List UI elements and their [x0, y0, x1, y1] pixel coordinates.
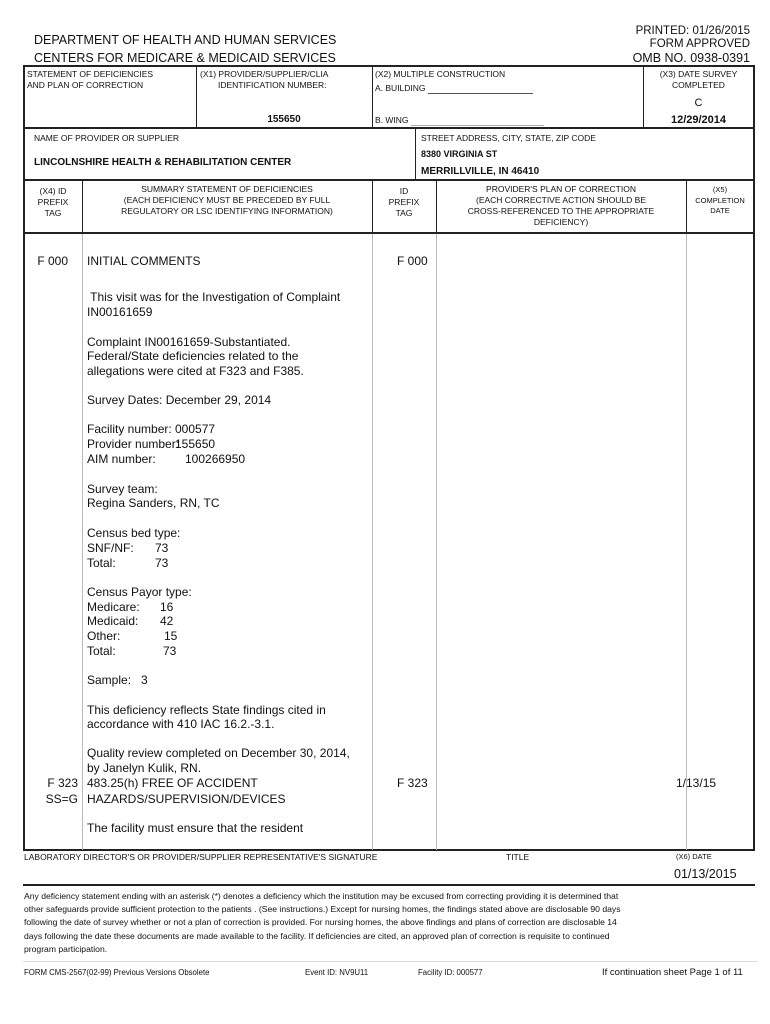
divider — [82, 234, 83, 850]
building-field[interactable]: A. BUILDING — [375, 83, 533, 94]
survey-code: C — [694, 97, 703, 109]
divider — [686, 180, 687, 232]
centers-title: CENTERS FOR MEDICARE & MEDICAID SERVICES — [34, 51, 336, 65]
tag-f323: F 323 — [47, 776, 78, 790]
pair-label: Total: — [87, 644, 116, 658]
wing-field[interactable]: B. WING — [375, 115, 544, 126]
printed-date: PRINTED: 01/26/2015 — [635, 25, 750, 37]
pair-value: 73 — [155, 541, 169, 555]
body-line: 483.25(h) FREE OF ACCIDENT — [87, 776, 258, 790]
divider — [436, 180, 437, 232]
divider — [23, 884, 755, 886]
pair-label: Provider number: — [87, 437, 180, 451]
survey-date: 12/29/2014 — [670, 114, 727, 126]
provider-name-label: NAME OF PROVIDER OR SUPPLIER — [34, 133, 179, 143]
title-label: TITLE — [506, 852, 530, 862]
omb-number: OMB NO. 0938-0391 — [632, 51, 750, 65]
tag-f000: F 000 — [37, 254, 68, 268]
signature-label: LABORATORY DIRECTOR'S OR PROVIDER/SUPPLI… — [24, 852, 378, 862]
body-line: Quality review completed on December 30,… — [87, 746, 350, 760]
body-line: HAZARDS/SUPERVISION/DEVICES — [87, 792, 286, 806]
divider — [23, 179, 755, 181]
divider — [372, 66, 373, 128]
body-line: IN00161659 — [87, 305, 153, 319]
pair-value: 15 — [164, 629, 178, 643]
body-line: Complaint IN00161659-Substantiated. — [87, 335, 291, 349]
id-f323: F 323 — [397, 776, 428, 790]
pair-label: Total: — [87, 556, 116, 570]
completion-date: 1/13/15 — [676, 776, 717, 790]
divider — [23, 232, 755, 234]
divider — [82, 180, 83, 232]
city-state-zip: MERRILLVILLE, IN 46410 — [421, 166, 540, 177]
x5-header: (X5) COMPLETION DATE — [695, 185, 745, 215]
body-line: Sample: 3 — [87, 673, 148, 687]
pair-label: Medicare: — [87, 600, 140, 614]
disclaimer: Any deficiency statement ending with an … — [24, 891, 621, 954]
body-line: The facility must ensure that the reside… — [87, 821, 304, 835]
page-indicator: If continuation sheet Page 1 of 11 — [602, 967, 743, 978]
x2-label: (X2) MULTIPLE CONSTRUCTION — [375, 69, 506, 79]
divider — [372, 180, 373, 232]
signature-date: 01/13/2015 — [674, 867, 737, 881]
body-line: Regina Sanders, RN, TC — [87, 496, 220, 510]
body-line: This visit was for the Investigation of … — [87, 290, 341, 304]
form-box — [23, 65, 755, 851]
pair-value: 16 — [160, 600, 174, 614]
id-f000: F 000 — [397, 254, 428, 268]
x1-label: (X1) PROVIDER/SUPPLIER/CLIA IDENTIFICATIO… — [200, 69, 329, 90]
body-line: This deficiency reflects State findings … — [87, 703, 326, 717]
pair-label: Medicaid: — [87, 614, 139, 628]
body-line: Survey Dates: December 29, 2014 — [87, 393, 272, 407]
facility-id: Facility ID: 000577 — [418, 968, 483, 977]
form-approved: FORM APPROVED — [649, 38, 750, 50]
divider — [196, 66, 197, 128]
pair-value: 42 — [160, 614, 174, 628]
pair-value: 73 — [155, 556, 169, 570]
event-id: Event ID: NV9U11 — [305, 968, 369, 977]
department-title: DEPARTMENT OF HEALTH AND HUMAN SERVICES — [34, 33, 337, 47]
body-line: INITIAL COMMENTS — [87, 254, 201, 268]
statement-label: STATEMENT OF DEFICIENCIES AND PLAN OF COR… — [27, 69, 154, 90]
body-line: by Janelyn Kulik, RN. — [87, 761, 202, 775]
divider — [686, 234, 687, 850]
scope-severity: SS=G — [45, 792, 78, 806]
body-line: Federal/State deficiencies related to th… — [87, 349, 299, 363]
divider — [436, 234, 437, 850]
divider — [415, 128, 416, 180]
pair-value: 155650 — [175, 437, 216, 451]
x3-label: (X3) DATE SURVEY COMPLETED — [659, 69, 738, 90]
address-label: STREET ADDRESS, CITY, STATE, ZIP CODE — [421, 133, 596, 143]
pair-label: SNF/NF: — [87, 541, 134, 555]
id-header: ID PREFIX TAG — [388, 186, 420, 218]
plan-header: PROVIDER'S PLAN OF CORRECTION (EACH CORRE… — [467, 184, 655, 227]
provider-id: 155650 — [267, 114, 301, 125]
form-number: FORM CMS-2567(02-99) Previous Versions O… — [24, 968, 210, 977]
x4-header: (X4) ID PREFIX TAG — [37, 186, 69, 218]
pair-label: Other: — [87, 629, 121, 643]
pair-value: 000577 — [175, 422, 216, 436]
pair-value: 100266950 — [185, 452, 246, 466]
pair-label: Facility number: — [87, 422, 172, 436]
body-line: Survey team: — [87, 482, 158, 496]
body-line: Census Payor type: — [87, 585, 192, 599]
body-line: allegations were cited at F323 and F385. — [87, 364, 304, 378]
pair-label: AIM number: — [87, 452, 156, 466]
provider-name: LINCOLNSHIRE HEALTH & REHABILITATION CEN… — [34, 157, 292, 168]
date-label: (X6) DATE — [676, 852, 712, 861]
divider — [643, 66, 644, 128]
street-address: 8380 VIRGINIA ST — [421, 149, 498, 159]
summary-header: SUMMARY STATEMENT OF DEFICIENCIES (EACH D… — [121, 184, 333, 216]
body-line: Census bed type: — [87, 526, 181, 540]
divider — [23, 127, 755, 129]
body-line: accordance with 410 IAC 16.2.-3.1. — [87, 717, 275, 731]
divider — [372, 234, 373, 850]
divider — [23, 961, 758, 962]
pair-value: 73 — [163, 644, 177, 658]
